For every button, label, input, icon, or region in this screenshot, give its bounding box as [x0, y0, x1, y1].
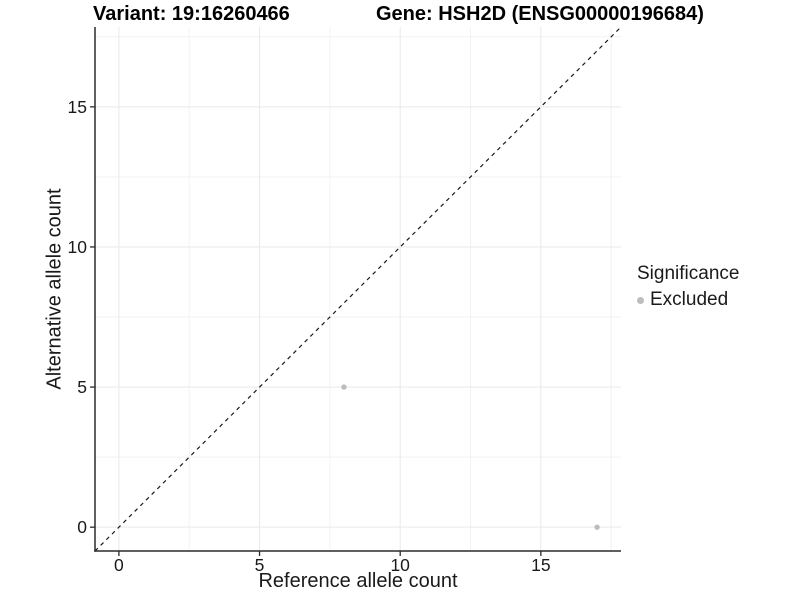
y-axis-title: Alternative allele count [43, 188, 66, 390]
y-tick-label: 15 [68, 97, 87, 117]
legend-entry-label: Excluded [650, 289, 729, 310]
y-tick-label: 5 [77, 377, 87, 397]
legend-title: Significance [637, 263, 740, 284]
y-tick-label: 0 [77, 517, 87, 537]
identity-dashed-line [94, 26, 622, 552]
x-axis-title: Reference allele count [258, 570, 458, 592]
legend-point-icon [637, 296, 644, 304]
data-point [341, 384, 347, 390]
y-tick-label: 10 [68, 237, 88, 257]
plot-title-gene: Gene: HSH2D (ENSG00000196684) [376, 3, 704, 25]
x-tick-label: 0 [114, 555, 124, 575]
legend-entry-excluded: Excluded [637, 289, 739, 311]
x-tick-label: 5 [255, 555, 265, 575]
plot-title-variant: Variant: 19:16260466 [93, 3, 290, 25]
x-tick-label: 10 [390, 555, 410, 575]
x-tick-label: 15 [531, 555, 550, 575]
data-point [594, 524, 600, 530]
legend: Significance Excluded [637, 263, 739, 311]
